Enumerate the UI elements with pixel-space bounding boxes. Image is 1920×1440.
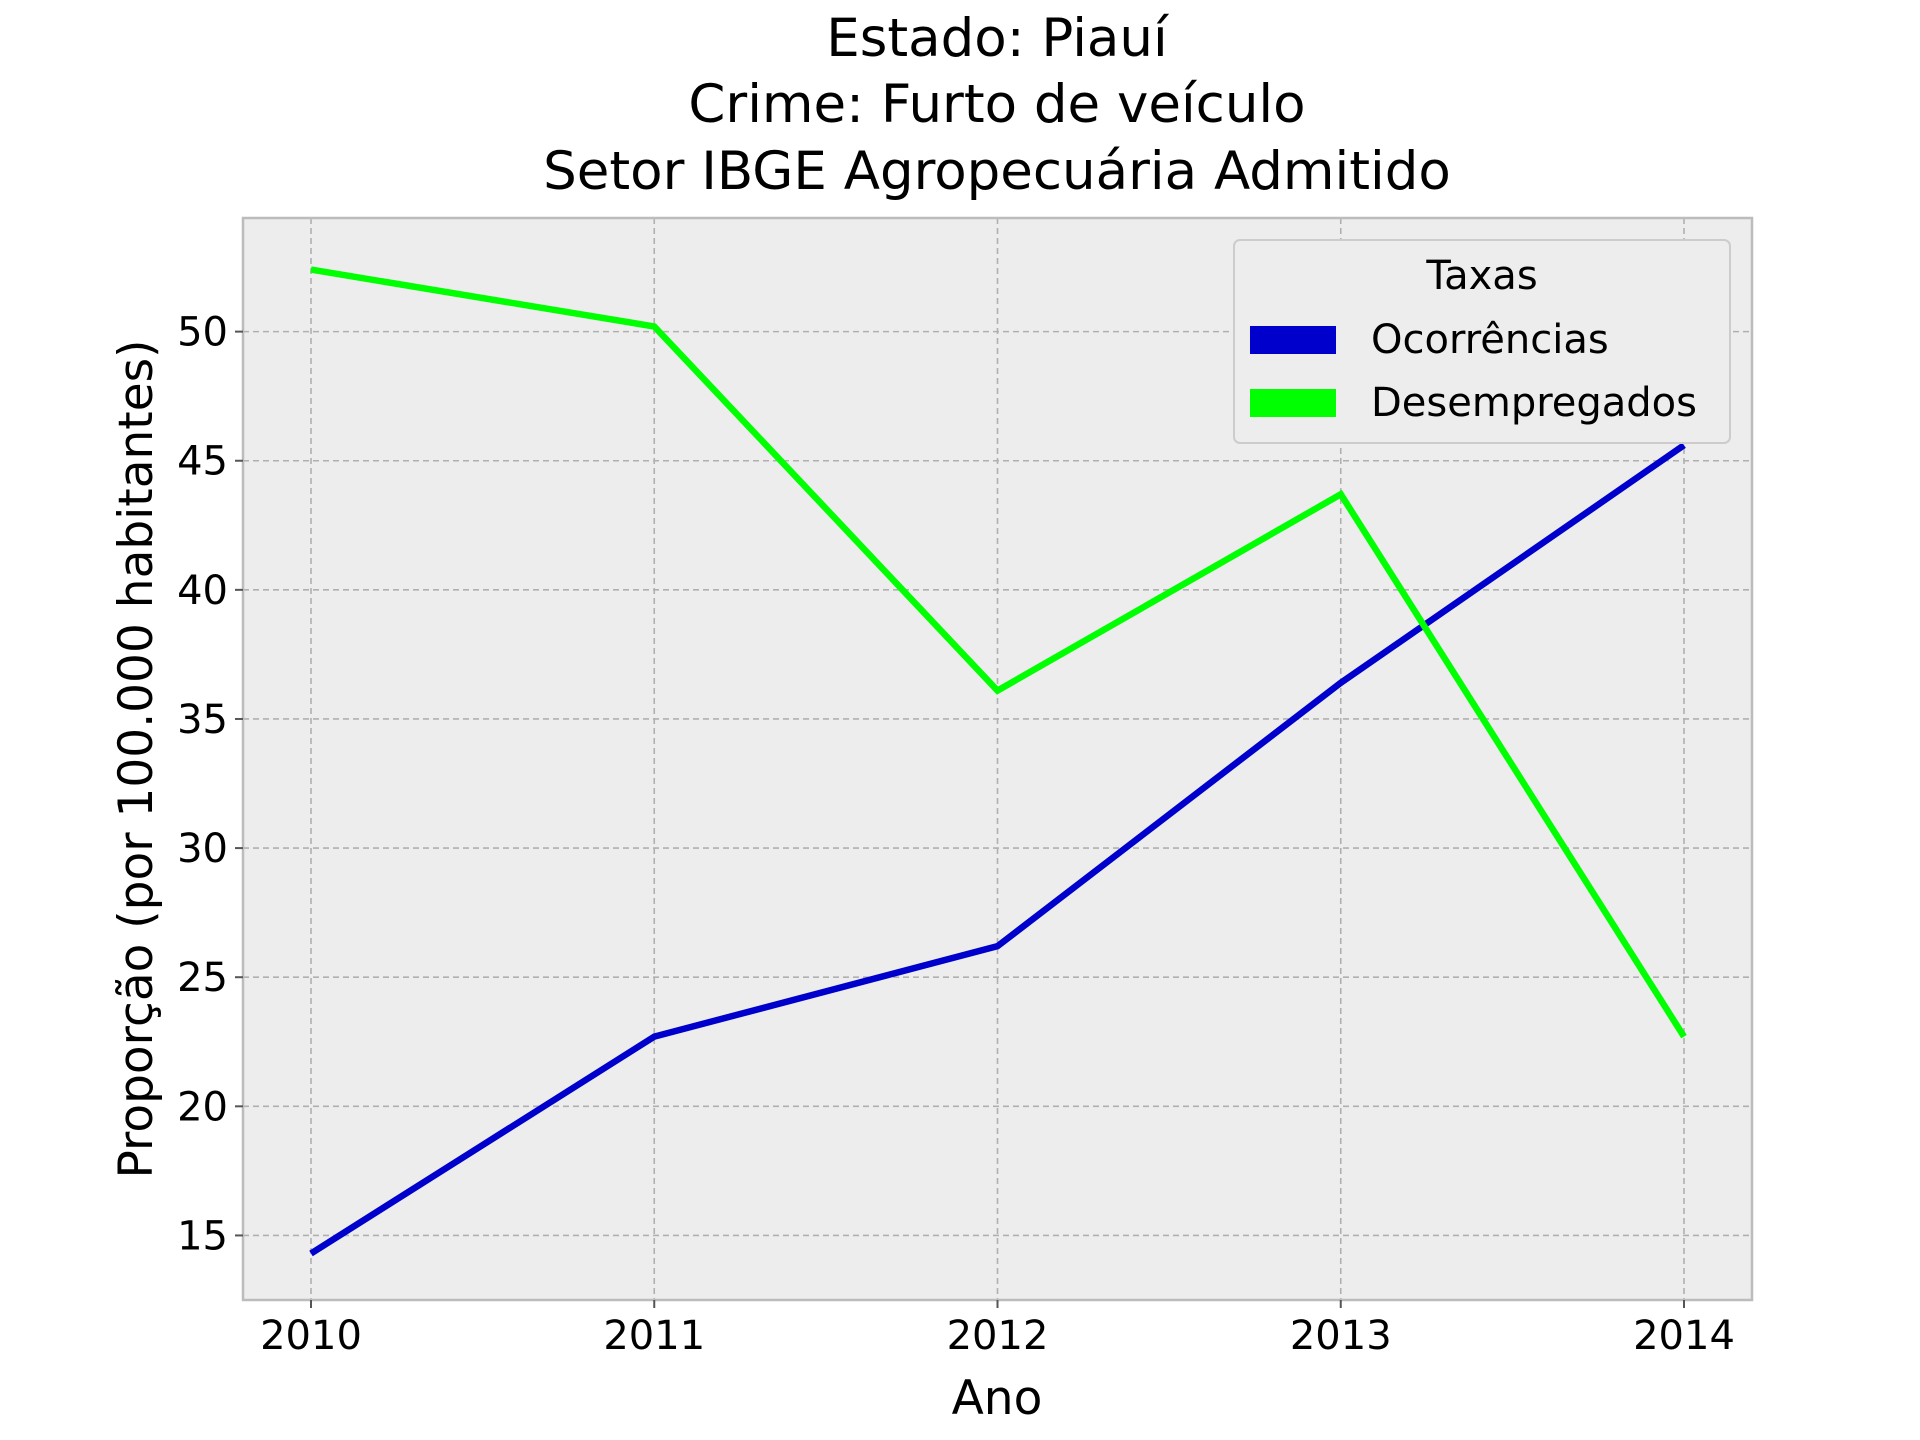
series-lines bbox=[309, 266, 1687, 1257]
legend-label-desempregados: Desempregados bbox=[1371, 380, 1697, 426]
legend-box bbox=[1233, 239, 1731, 444]
legend-swatch-ocorrencias bbox=[1250, 326, 1336, 354]
y-tick-label: 50 bbox=[177, 310, 228, 356]
x-axis: 2010 2011 2012 2013 2014 bbox=[260, 1300, 1735, 1359]
title-line-3: Setor IBGE Agropecuária Admitido bbox=[543, 141, 1451, 202]
y-axis-label: Proporção (por 100.000 habitantes) bbox=[109, 340, 164, 1179]
x-tick-label: 2013 bbox=[1290, 1313, 1392, 1359]
y-tick-label: 30 bbox=[177, 826, 228, 872]
title-line-1: Estado: Piauí bbox=[826, 8, 1170, 69]
x-tick-label: 2011 bbox=[603, 1313, 705, 1359]
grid bbox=[243, 218, 1752, 1300]
y-tick-label: 15 bbox=[177, 1213, 228, 1259]
y-tick-label: 45 bbox=[177, 439, 228, 485]
x-tick-label: 2012 bbox=[947, 1313, 1049, 1359]
x-tick-label: 2014 bbox=[1633, 1313, 1735, 1359]
y-tick-label: 20 bbox=[177, 1084, 228, 1130]
chart-title: Estado: Piauí Crime: Furto de veículo Se… bbox=[543, 8, 1451, 202]
y-tick-label: 35 bbox=[177, 697, 228, 743]
y-tick-label: 40 bbox=[177, 568, 228, 614]
y-axis: 15 20 25 30 35 40 45 50 bbox=[177, 310, 243, 1259]
title-line-2: Crime: Furto de veículo bbox=[688, 74, 1305, 135]
legend-label-ocorrencias: Ocorrências bbox=[1371, 317, 1609, 363]
legend-swatch-desempregados bbox=[1250, 389, 1336, 417]
x-tick-label: 2010 bbox=[260, 1313, 362, 1359]
legend: Taxas Ocorrências Desempregados bbox=[1233, 239, 1731, 444]
x-axis-label: Ano bbox=[952, 1371, 1043, 1426]
legend-title: Taxas bbox=[1425, 253, 1537, 299]
y-tick-label: 25 bbox=[177, 955, 228, 1001]
